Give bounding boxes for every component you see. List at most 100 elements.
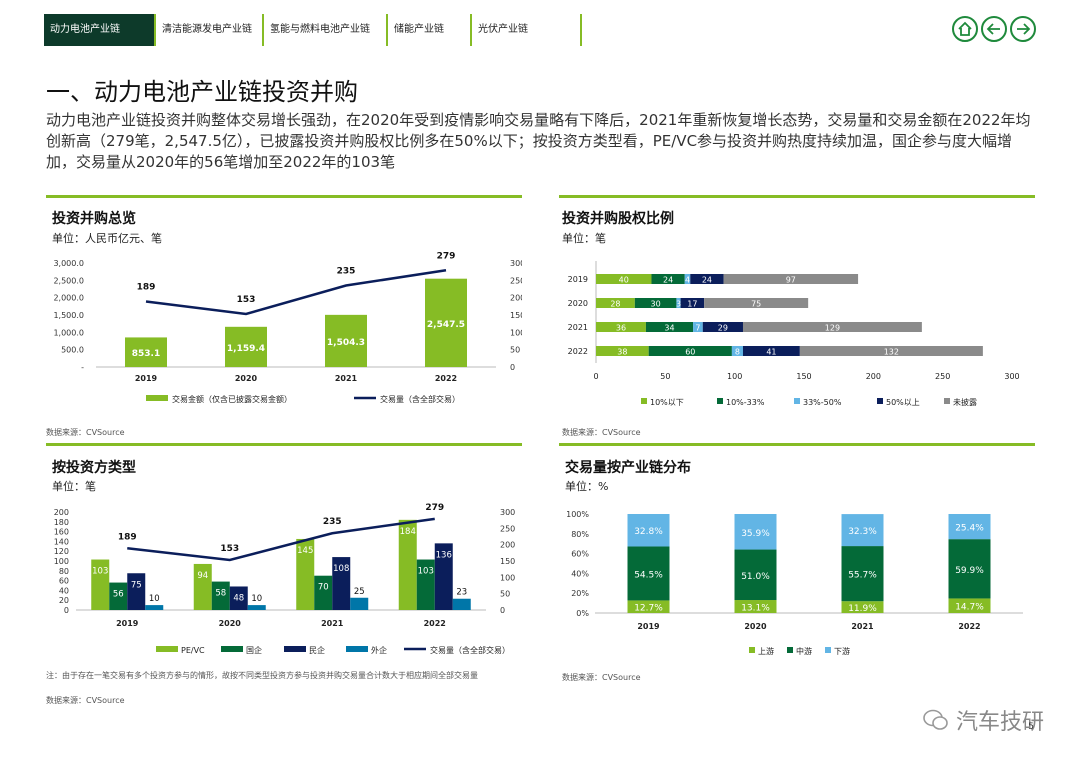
y-right-tick-label: 150 — [510, 311, 522, 320]
tab-hydrogen[interactable]: 氢能与燃料电池产业链 — [264, 14, 388, 46]
bar-segment — [841, 601, 884, 613]
bar-segment — [731, 346, 743, 356]
y-left-tick-label: 60 — [59, 577, 69, 586]
legend-swatch — [787, 647, 793, 653]
y-left-tick-label: - — [81, 363, 84, 372]
panel-unit-chain: 单位：% — [565, 480, 609, 493]
source-investor: 数据来源：CVSource — [46, 696, 125, 705]
bar-segment-label: 17 — [687, 300, 697, 309]
bar-segment — [948, 598, 991, 613]
bar-investor-label: 94 — [197, 571, 208, 581]
y-right-tick-label: 50 — [500, 590, 510, 599]
legend-label: 国企 — [246, 645, 262, 655]
line-volume-label: 279 — [437, 251, 456, 261]
bar-amount — [225, 326, 267, 367]
arrow-left-icon — [986, 23, 1000, 35]
next-button[interactable] — [1010, 16, 1036, 42]
bar-segment-label: 24 — [663, 276, 673, 285]
bar-investor-label: 23 — [456, 588, 467, 598]
watermark-text: 汽车技研 — [955, 710, 1044, 735]
y-left-tick-label: 120 — [54, 547, 69, 556]
line-volume-label: 153 — [237, 295, 256, 305]
y-left-tick-label: 200 — [54, 508, 69, 517]
bar-amount — [425, 278, 467, 367]
bar-segment — [627, 600, 670, 613]
panel-title-overview: 投资并购总览 — [52, 211, 136, 227]
x-tick-label: 50 — [660, 372, 670, 381]
panel-unit-investor: 单位：笔 — [52, 480, 96, 493]
bar-segment-label: 97 — [786, 276, 796, 285]
legend-swatch-amount — [146, 395, 168, 401]
y-left-tick-label: 1,500.0 — [53, 311, 84, 320]
x-tick-label: 100 — [727, 372, 742, 381]
bar-segment — [742, 322, 922, 332]
source-chain: 数据来源：CVSource — [562, 673, 641, 682]
bar-segment — [684, 274, 691, 284]
legend-swatch — [877, 398, 883, 404]
y-tick-label: 100% — [566, 510, 589, 519]
bar-investor — [416, 559, 435, 610]
chart-investor: 2001801601401201008060402003002502001501… — [54, 503, 516, 655]
back-button[interactable] — [981, 16, 1007, 42]
y-left-tick-label: 0 — [64, 606, 69, 615]
legend-swatch — [717, 398, 723, 404]
tab-storage[interactable]: 储能产业链 — [388, 14, 472, 46]
panel-rule-equity — [559, 195, 1035, 198]
bar-investor — [296, 538, 315, 610]
bar-investor-label: 70 — [318, 583, 329, 593]
legend-label: 中游 — [796, 646, 812, 656]
x-tick-label: 200 — [866, 372, 881, 381]
bar-segment-label: 3 — [676, 300, 681, 309]
tab-power-battery[interactable]: 动力电池产业链 — [44, 14, 156, 46]
y-left-tick-label: 3,000.0 — [53, 259, 84, 268]
y-right-tick-label: 100 — [500, 573, 515, 582]
y-left-tick-label: 40 — [59, 586, 69, 595]
x-tick-label: 2019 — [637, 622, 660, 631]
y-tick-label: 60% — [571, 550, 589, 559]
y-left-tick-label: 2,500.0 — [53, 276, 84, 285]
x-tick-label: 2019 — [135, 374, 158, 383]
x-tick-label: 2021 — [335, 374, 358, 383]
legend-label: 50%以上 — [886, 398, 920, 407]
bar-investor-label: 10 — [251, 594, 262, 604]
panel-unit-equity: 单位：笔 — [562, 232, 606, 245]
legend-swatch — [825, 647, 831, 653]
legend-label: 33%-50% — [803, 398, 842, 407]
bar-amount-label: 1,504.3 — [327, 338, 365, 348]
legend-label-amount: 交易金额（仅含已披露交易金额） — [172, 394, 292, 404]
bar-investor-label: 136 — [436, 550, 452, 560]
bar-amount-label: 2,547.5 — [427, 320, 465, 330]
x-tick-label: 250 — [935, 372, 950, 381]
x-tick-label: 2019 — [116, 619, 139, 628]
bar-segment — [841, 546, 884, 602]
bar-investor — [332, 557, 351, 610]
y-left-tick-label: 180 — [54, 518, 69, 527]
bar-segment — [634, 298, 677, 308]
legend-label: 下游 — [834, 646, 850, 656]
bar-segment — [734, 549, 777, 601]
legend-swatch — [284, 646, 306, 652]
y-right-tick-label: 200 — [510, 294, 522, 303]
bar-segment — [841, 514, 884, 547]
legend-label-volume: 交易量（含全部交易） — [380, 394, 460, 404]
bar-segment — [723, 274, 859, 284]
y-left-tick-label: 100 — [54, 557, 69, 566]
bar-segment-label: 54.5% — [634, 570, 663, 580]
y-right-tick-label: 100 — [510, 328, 522, 337]
bar-segment-label: 32.3% — [848, 527, 877, 537]
tab-photovoltaic[interactable]: 光伏产业链 — [472, 14, 582, 46]
home-button[interactable] — [952, 16, 978, 42]
bar-segment — [596, 298, 635, 308]
x-tick-label: 2021 — [321, 619, 344, 628]
x-tick-label: 2020 — [219, 619, 242, 628]
y-right-tick-label: 250 — [500, 524, 515, 533]
bar-segment — [948, 514, 991, 540]
bar-segment — [680, 298, 705, 308]
legend-swatch — [221, 646, 243, 652]
bar-amount-label: 853.1 — [132, 349, 160, 359]
bar-segment — [676, 298, 681, 308]
y-tick-label: 40% — [571, 569, 589, 578]
tab-clean-energy[interactable]: 清洁能源发电产业链 — [156, 14, 264, 46]
y-left-tick-label: 500.0 — [61, 346, 84, 355]
bar-investor-label: 103 — [418, 567, 434, 577]
